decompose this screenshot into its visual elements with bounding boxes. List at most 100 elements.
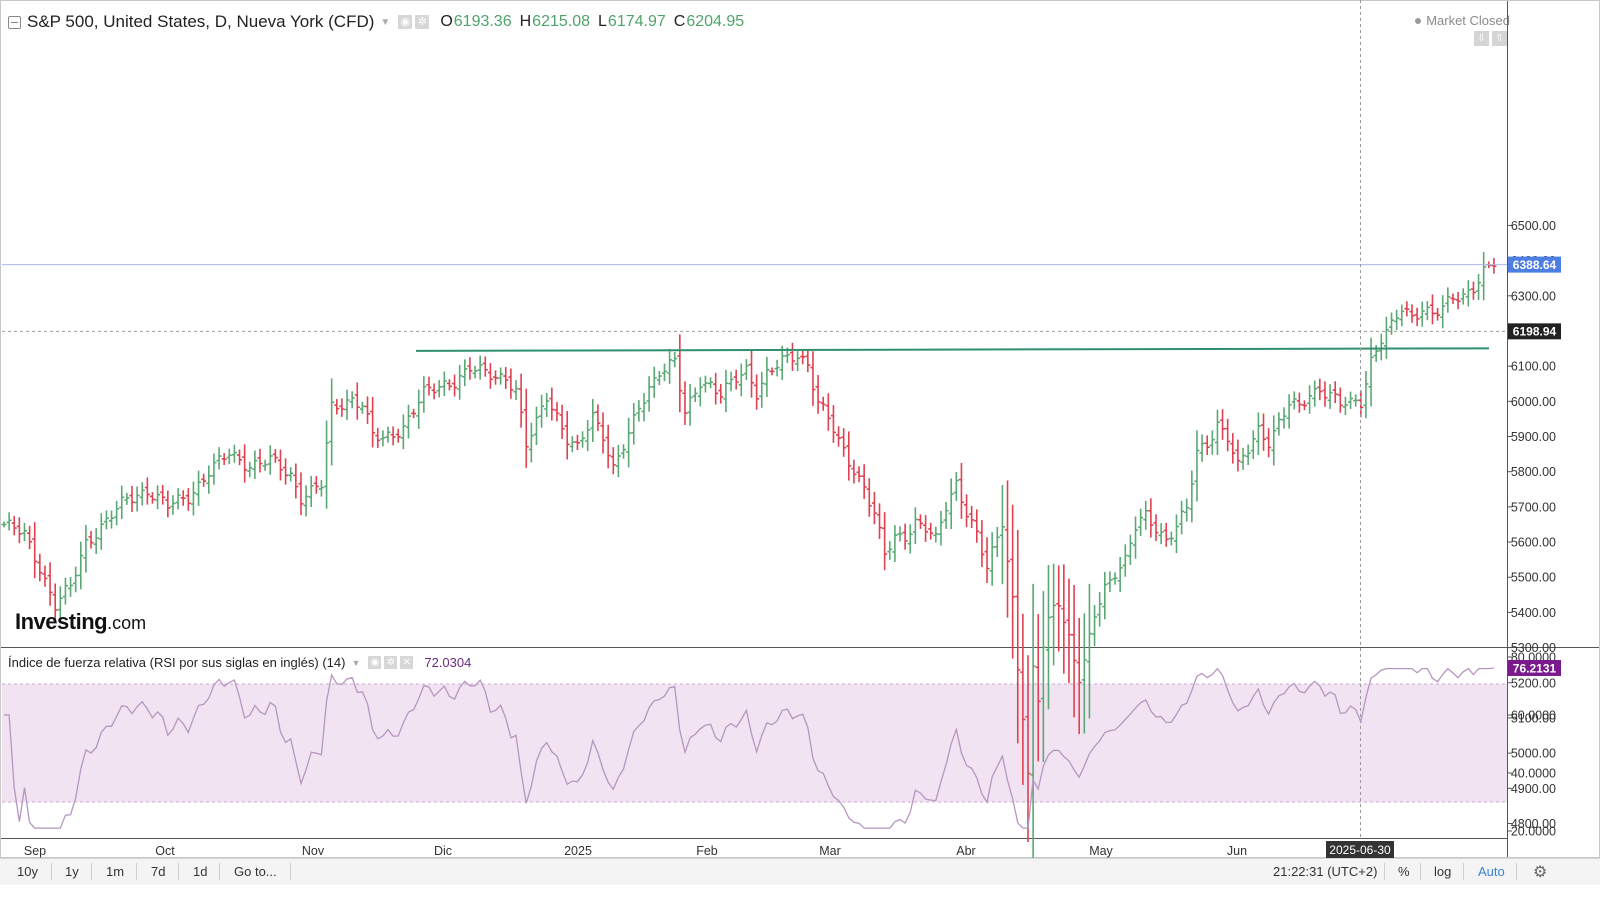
open-value: 6193.36 [453,13,512,30]
rsi-tag-bg [1508,659,1561,676]
ohlc-bar [334,399,340,415]
ohlc-bar [1097,592,1103,627]
auto-toggle[interactable]: Auto [1478,864,1505,879]
ohlc-bar [585,419,591,452]
time-tick-label: Sep [24,844,46,858]
ohlc-bar [574,434,580,450]
ohlc-bar [1035,614,1041,762]
range-7d-button[interactable]: 7d [151,864,166,879]
ohlc-bar [124,493,130,505]
ohlc-bar [1117,556,1123,592]
chevron-down-icon[interactable]: ▼ [380,16,391,28]
ohlc-bar [795,351,801,372]
close-icon[interactable]: ✕ [400,656,414,669]
ohlc-bar [836,426,842,447]
ohlc-bar [27,525,33,550]
goto-button[interactable]: Go to... [234,864,277,879]
time-tick-label: Abr [956,844,975,858]
range-1y-button[interactable]: 1y [65,864,79,879]
ohlc-bar [656,370,662,386]
ohlc-bar [1081,613,1087,734]
ohlc-bar [887,541,893,560]
ohlc-bar [139,482,145,506]
ohlc-bar [621,444,627,459]
close-label: C [673,13,686,30]
ohlc-bar [938,510,944,546]
ohlc-bar [610,447,616,475]
ohlc-bar [206,465,212,494]
collapse-icon[interactable] [8,15,21,29]
gear-icon[interactable]: ✲ [384,656,398,669]
ohlc-bar [324,420,330,509]
ohlc-bar [457,365,463,400]
clock-display: 21:22:31 (UTC+2) [1273,864,1378,879]
arrow-down-icon[interactable]: ⇩ [1474,31,1489,46]
ohlc-bar [953,471,959,501]
ohlc-bar [78,541,84,590]
ohlc-bar [974,509,980,543]
price-tick-label: 6500.00 [1511,219,1556,233]
arrow-up-icon[interactable]: ⇧ [1492,31,1507,46]
ohlc-bar [339,398,345,417]
ohlc-bar [1138,508,1144,537]
divider [219,863,220,880]
ohlc-bar [1173,514,1179,554]
ohlc-bar [1261,413,1267,451]
price-tick-label: 5500.00 [1511,571,1556,585]
ohlc-bar [580,431,586,448]
eye-icon[interactable]: ◉ [368,656,382,669]
ohlc-bar [723,369,729,413]
range-1m-button[interactable]: 1m [106,864,125,879]
ohlc-bar [37,553,43,582]
price-tick-label: 5400.00 [1511,606,1556,620]
ohlc-bar [349,391,355,409]
ohlc-bar [134,486,140,512]
ohlc-bar [559,404,565,440]
time-tick-label: 2025 [564,844,592,858]
ohlc-bar [16,517,22,544]
ohlc-bar [856,466,862,483]
ohlc-bar [175,488,181,510]
gear-icon[interactable]: ⚙ [1533,864,1548,881]
ohlc-bar [733,369,739,390]
ohlc-bar [298,472,304,516]
ohlc-bar [882,512,888,571]
ohlc-bar [1066,578,1072,684]
ohlc-bar [1148,498,1154,538]
ohlc-bar [800,349,806,365]
ohlc-bar [216,447,222,470]
price-chart[interactable]: 4800.00 4900.00 5000.00 5100.00 5200.00 5300.… [0,0,1600,858]
ohlc-bar [385,426,391,443]
ohlc-bar [672,351,678,368]
last-price-tag: 6388.64 [1513,258,1557,272]
percent-toggle[interactable]: % [1398,864,1410,879]
ohlc-bar [493,370,499,385]
ohlc-bar [549,387,555,421]
range-10y-button[interactable]: 10y [17,864,38,879]
symbol-title[interactable]: S&P 500, United States, D, Nueva York (C… [27,12,375,31]
price-tick-label: 5000.00 [1511,747,1556,761]
ohlc-bar [667,348,673,384]
ohlc-bar [155,485,161,510]
status-dot-icon [1415,17,1422,24]
time-tick-label: Dic [434,844,452,858]
ohlc-bar [590,399,596,443]
range-1d-button[interactable]: 1d [193,864,208,879]
price-tick-label: 6300.00 [1511,289,1556,303]
ohlc-bar [1214,409,1220,455]
ohlc-bar [1225,418,1231,452]
ohlc-bar [1194,430,1200,502]
eye-icon[interactable]: ◉ [398,15,413,29]
crosshair-price-tag: 6198.94 [1513,325,1557,339]
ohlc-bar [1,521,7,528]
ohlc-bar [994,526,1000,558]
ohlc-bar [1286,394,1292,429]
gear-icon[interactable]: ✲ [415,15,430,29]
rsi-title[interactable]: Índice de fuerza relativa (RSI por sus s… [8,655,346,670]
ohlc-bar [93,528,99,555]
log-toggle[interactable]: log [1434,864,1452,879]
resistance-line[interactable] [415,347,1490,352]
ohlc-bar [1086,583,1092,719]
chevron-down-icon[interactable]: ▼ [351,657,361,668]
ohlc-bar [252,450,258,480]
